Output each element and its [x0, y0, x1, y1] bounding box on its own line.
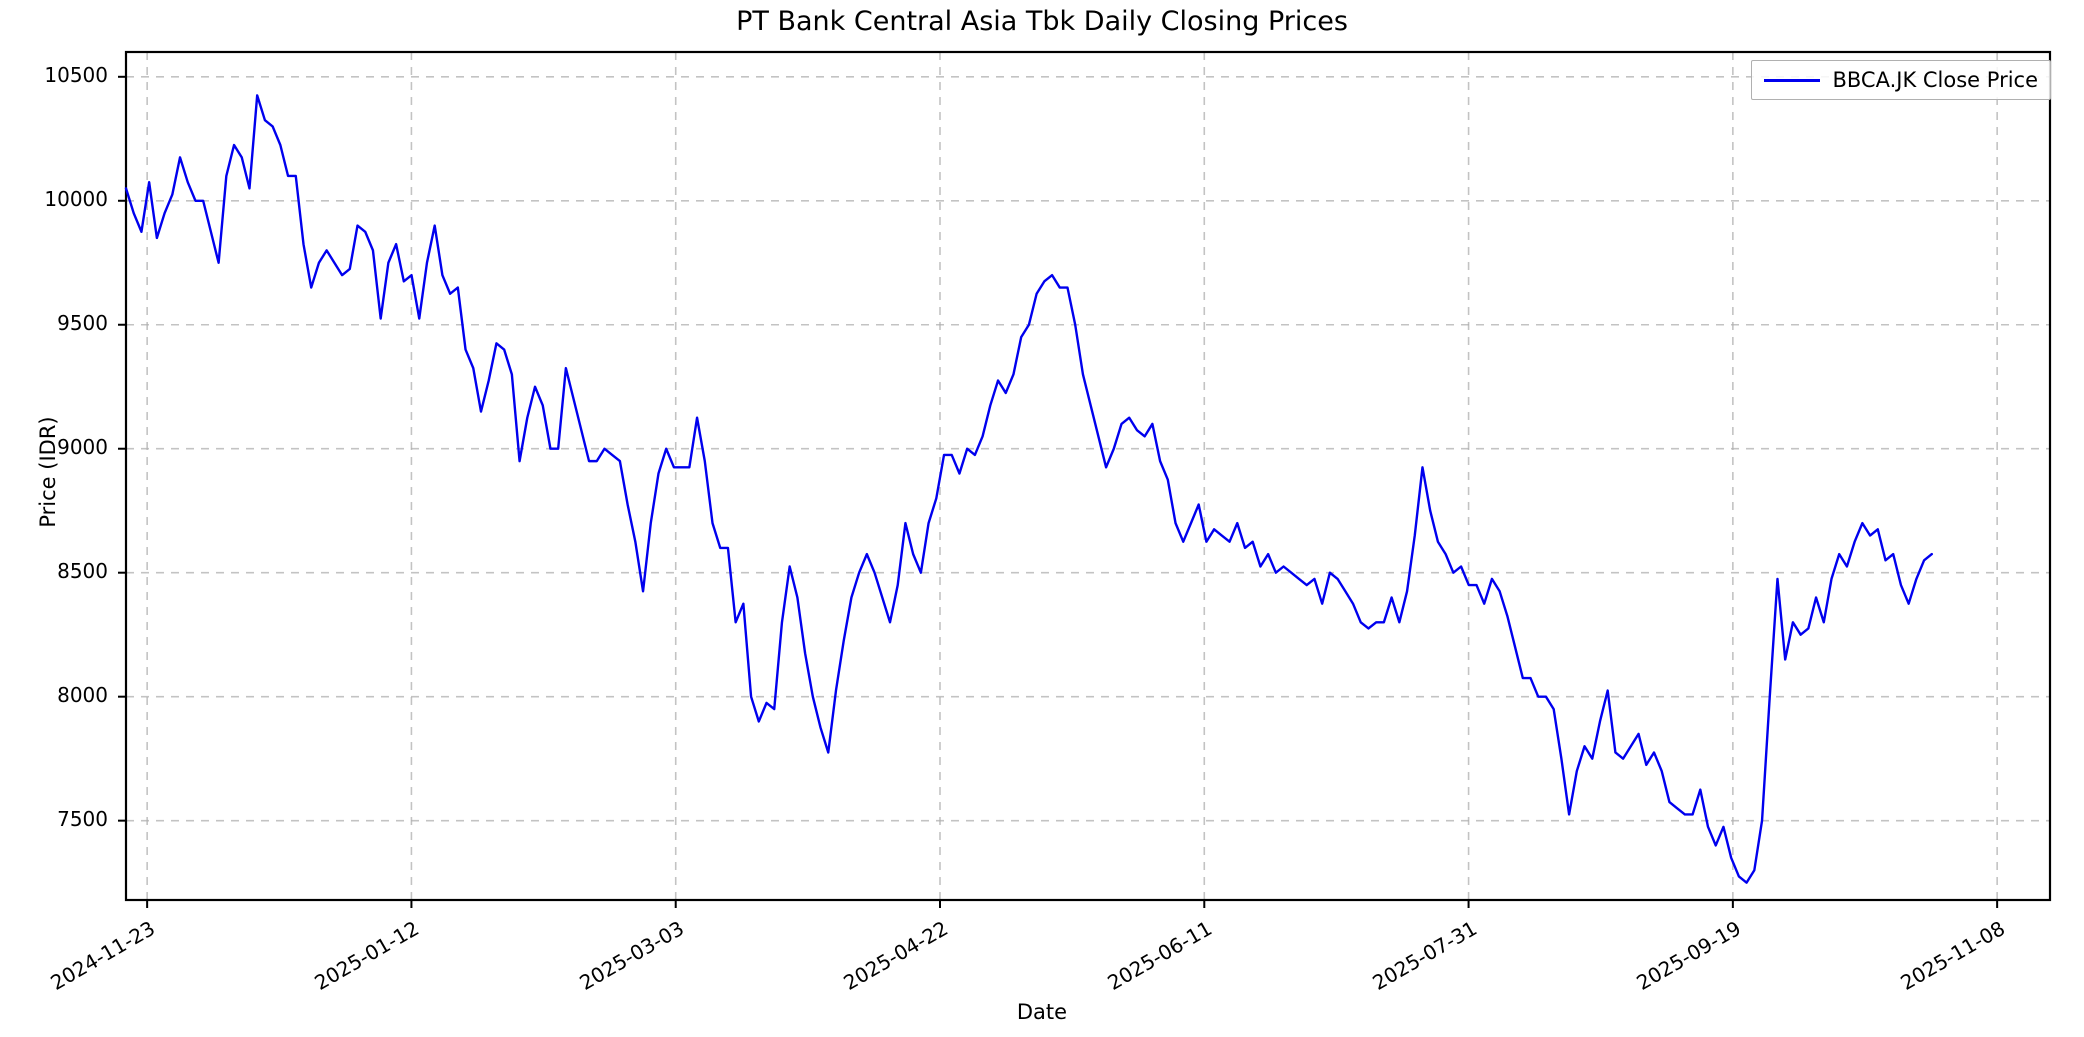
y-tick-label: 10000: [44, 186, 108, 211]
series-lines: [124, 94, 1934, 884]
y-tick-label: 7500: [57, 806, 108, 831]
series-line: [124, 94, 1934, 884]
y-tick-label: 10500: [44, 62, 108, 87]
y-tick-label: 9000: [57, 434, 108, 459]
y-tick-label: 8000: [57, 682, 108, 707]
x-axis-label: Date: [1016, 1000, 1068, 1024]
chart-title: PT Bank Central Asia Tbk Daily Closing P…: [736, 6, 1348, 37]
legend-label: BBCA.JK Close Price: [1832, 68, 2038, 92]
y-axis-label: Price (IDR): [36, 416, 60, 528]
legend-line-swatch: [1764, 78, 1821, 82]
gridlines: [126, 52, 2050, 900]
y-tick-label: 8500: [57, 558, 108, 583]
plot-frame: [124, 50, 2052, 902]
axis-ticks: [118, 75, 1999, 908]
y-tick-label: 9500: [57, 310, 108, 335]
chart-legend[interactable]: BBCA.JK Close Price: [1751, 60, 2051, 100]
